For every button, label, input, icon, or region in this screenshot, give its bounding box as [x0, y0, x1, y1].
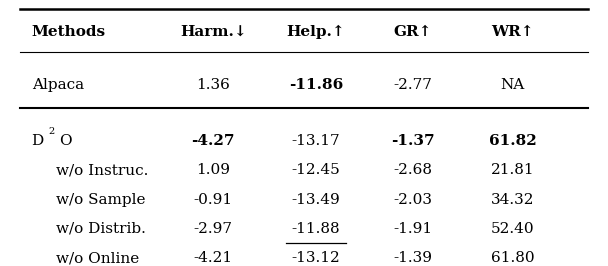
- Text: w/o Instruc.: w/o Instruc.: [56, 163, 148, 177]
- Text: 1.09: 1.09: [196, 163, 230, 177]
- Text: -1.39: -1.39: [393, 251, 432, 265]
- Text: -2.77: -2.77: [393, 78, 432, 92]
- Text: 61.80: 61.80: [491, 251, 534, 265]
- Text: -13.17: -13.17: [292, 134, 340, 148]
- Text: 21.81: 21.81: [491, 163, 534, 177]
- Text: w/o Distrib.: w/o Distrib.: [56, 222, 146, 236]
- Text: -1.37: -1.37: [391, 134, 435, 148]
- Text: O: O: [60, 134, 72, 148]
- Text: -0.91: -0.91: [194, 193, 233, 207]
- Text: w/o Sample: w/o Sample: [56, 193, 145, 207]
- Text: -13.49: -13.49: [292, 193, 340, 207]
- Text: WR↑: WR↑: [491, 25, 534, 39]
- Text: -4.21: -4.21: [194, 251, 233, 265]
- Text: NA: NA: [500, 78, 525, 92]
- Text: 2: 2: [49, 127, 55, 135]
- Text: -2.68: -2.68: [393, 163, 432, 177]
- Text: -13.12: -13.12: [292, 251, 340, 265]
- Text: -1.91: -1.91: [393, 222, 432, 236]
- Text: w/o Online: w/o Online: [56, 251, 139, 265]
- Text: 34.32: 34.32: [491, 193, 534, 207]
- Text: -2.97: -2.97: [194, 222, 233, 236]
- Text: GR↑: GR↑: [394, 25, 432, 39]
- Text: Methods: Methods: [32, 25, 106, 39]
- Text: 61.82: 61.82: [489, 134, 537, 148]
- Text: D: D: [32, 134, 44, 148]
- Text: 52.40: 52.40: [491, 222, 534, 236]
- Text: 1.36: 1.36: [196, 78, 230, 92]
- Text: -11.88: -11.88: [292, 222, 340, 236]
- Text: -12.45: -12.45: [292, 163, 340, 177]
- Text: -2.03: -2.03: [393, 193, 432, 207]
- Text: -4.27: -4.27: [192, 134, 235, 148]
- Text: -11.86: -11.86: [289, 78, 344, 92]
- Text: Harm.↓: Harm.↓: [180, 25, 246, 39]
- Text: Help.↑: Help.↑: [287, 25, 345, 39]
- Text: Alpaca: Alpaca: [32, 78, 84, 92]
